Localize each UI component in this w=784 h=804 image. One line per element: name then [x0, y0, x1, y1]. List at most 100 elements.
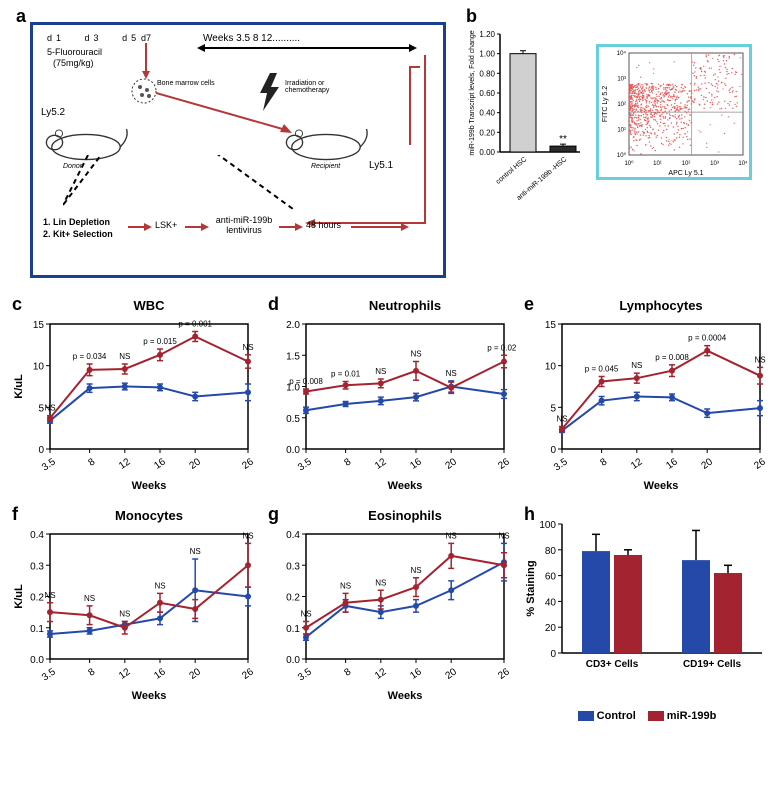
svg-text:10²: 10²	[617, 102, 626, 108]
chart-h: h020406080100CD3+ CellsCD19+ Cells% Stai…	[522, 506, 772, 722]
svg-text:3.5: 3.5	[40, 666, 58, 683]
svg-text:8: 8	[342, 456, 353, 468]
svg-text:26: 26	[496, 456, 512, 472]
diagram-panel-a: d1 d3 d5 d7 5-Fluorouracil (75mg/kg) Wee…	[30, 22, 446, 278]
svg-text:NS: NS	[190, 547, 201, 556]
svg-text:NS: NS	[410, 566, 421, 575]
svg-text:NS: NS	[242, 531, 253, 540]
svg-text:40: 40	[545, 597, 557, 608]
svg-text:10: 10	[545, 362, 557, 373]
svg-text:8: 8	[598, 456, 609, 468]
svg-text:3.5: 3.5	[552, 456, 570, 473]
svg-text:0.1: 0.1	[30, 624, 44, 635]
svg-text:CD19+ Cells: CD19+ Cells	[683, 659, 742, 670]
svg-text:5: 5	[550, 403, 556, 414]
svg-text:12: 12	[117, 666, 133, 682]
svg-text:0.4: 0.4	[30, 530, 44, 541]
svg-text:12: 12	[373, 666, 389, 682]
arrow1-icon	[128, 223, 152, 231]
svg-text:16: 16	[152, 666, 168, 682]
svg-text:CD3+ Cells: CD3+ Cells	[586, 659, 639, 670]
svg-text:10⁴: 10⁴	[738, 160, 748, 167]
svg-text:p = 0.0004: p = 0.0004	[688, 334, 727, 343]
svg-text:miR-199b Transcript levels, Fo: miR-199b Transcript levels, Fold change	[469, 30, 476, 155]
svg-text:16: 16	[408, 456, 424, 472]
svg-text:100: 100	[539, 520, 556, 531]
facs-scatter: 10⁰10⁰10¹10¹10²10²10³10³10⁴10⁴APC Ly 5.1…	[596, 44, 752, 180]
svg-text:0.0: 0.0	[286, 655, 300, 666]
svg-text:10¹: 10¹	[617, 128, 626, 134]
svg-text:3.5: 3.5	[296, 456, 314, 473]
svg-text:12: 12	[117, 456, 133, 472]
svg-text:2.0: 2.0	[286, 320, 300, 331]
svg-text:NS: NS	[754, 355, 765, 364]
svg-text:0.2: 0.2	[286, 593, 300, 604]
step3: LSK+	[155, 220, 177, 230]
svg-text:8: 8	[86, 456, 97, 468]
svg-text:Weeks: Weeks	[132, 690, 167, 701]
step1-2: 1. Lin Depletion 2. Kit+ Selection	[43, 217, 113, 240]
svg-text:control HSC: control HSC	[495, 156, 528, 186]
step5: 48 hours	[306, 220, 341, 230]
svg-text:K/uL: K/uL	[13, 584, 25, 609]
svg-text:Weeks: Weeks	[388, 690, 423, 701]
svg-text:p = 0.034: p = 0.034	[73, 352, 107, 361]
svg-text:NS: NS	[44, 591, 55, 600]
svg-text:0.0: 0.0	[286, 445, 300, 456]
svg-text:10²: 10²	[682, 161, 691, 167]
chart-e: e0510153.5812162026NSp = 0.045NSp = 0.00…	[522, 296, 772, 496]
svg-text:10³: 10³	[710, 161, 719, 167]
svg-text:10⁰: 10⁰	[624, 160, 634, 167]
svg-text:16: 16	[408, 666, 424, 682]
svg-text:3.5: 3.5	[40, 456, 58, 473]
svg-text:26: 26	[496, 666, 512, 682]
svg-text:16: 16	[664, 456, 680, 472]
cells-label: Bone marrow cells	[157, 80, 215, 87]
arrow2-icon	[185, 223, 209, 231]
svg-text:NS: NS	[375, 367, 386, 376]
svg-text:WBC: WBC	[133, 298, 165, 313]
svg-text:0.00: 0.00	[479, 148, 495, 157]
arrow4-icon	[351, 223, 409, 231]
svg-text:20: 20	[443, 456, 459, 472]
svg-text:NS: NS	[446, 531, 457, 540]
bone-marrow-icon	[130, 77, 158, 105]
svg-text:80: 80	[545, 546, 557, 557]
svg-text:NS: NS	[631, 361, 642, 370]
svg-text:26: 26	[240, 666, 256, 682]
svg-text:0.40: 0.40	[479, 109, 495, 118]
drug-dose: (75mg/kg)	[53, 58, 94, 68]
svg-text:0: 0	[550, 649, 556, 660]
svg-text:0.2: 0.2	[30, 593, 44, 604]
svg-text:NS: NS	[84, 594, 95, 603]
svg-text:1.20: 1.20	[479, 30, 495, 39]
svg-text:20: 20	[699, 456, 715, 472]
svg-text:60: 60	[545, 572, 557, 583]
svg-text:Neutrophils: Neutrophils	[369, 298, 441, 313]
step4: anti-miR-199b lentivirus	[211, 215, 277, 235]
svg-text:Weeks: Weeks	[388, 480, 423, 491]
svg-text:Lymphocytes: Lymphocytes	[619, 298, 702, 313]
svg-text:0.1: 0.1	[286, 624, 300, 635]
svg-text:8: 8	[342, 666, 353, 678]
svg-text:NS: NS	[154, 581, 165, 590]
svg-text:15: 15	[545, 320, 557, 331]
svg-text:0: 0	[38, 445, 44, 456]
svg-text:p = 0.008: p = 0.008	[655, 353, 689, 362]
svg-text:NS: NS	[340, 581, 351, 590]
d7-label: d7	[141, 33, 151, 43]
timeline-arrow	[197, 43, 417, 53]
panel-a-label: a	[16, 6, 26, 27]
svg-text:p = 0.008: p = 0.008	[289, 377, 323, 386]
svg-text:p = 0.027: p = 0.027	[487, 343, 516, 352]
svg-text:20: 20	[545, 623, 557, 634]
svg-text:NS: NS	[119, 610, 130, 619]
svg-text:16: 16	[152, 456, 168, 472]
svg-text:0.0: 0.0	[30, 655, 44, 666]
svg-text:1.00: 1.00	[479, 50, 495, 59]
svg-text:p = 0.015: p = 0.015	[143, 337, 177, 346]
svg-text:0.5: 0.5	[286, 414, 300, 425]
chart-f: f0.00.10.20.30.43.5812162026NSNSNSNSNSNS…	[10, 506, 260, 722]
svg-text:15: 15	[33, 320, 45, 331]
chart-g: g0.00.10.20.30.43.5812162026NSNSNSNSNSNS…	[266, 506, 516, 722]
